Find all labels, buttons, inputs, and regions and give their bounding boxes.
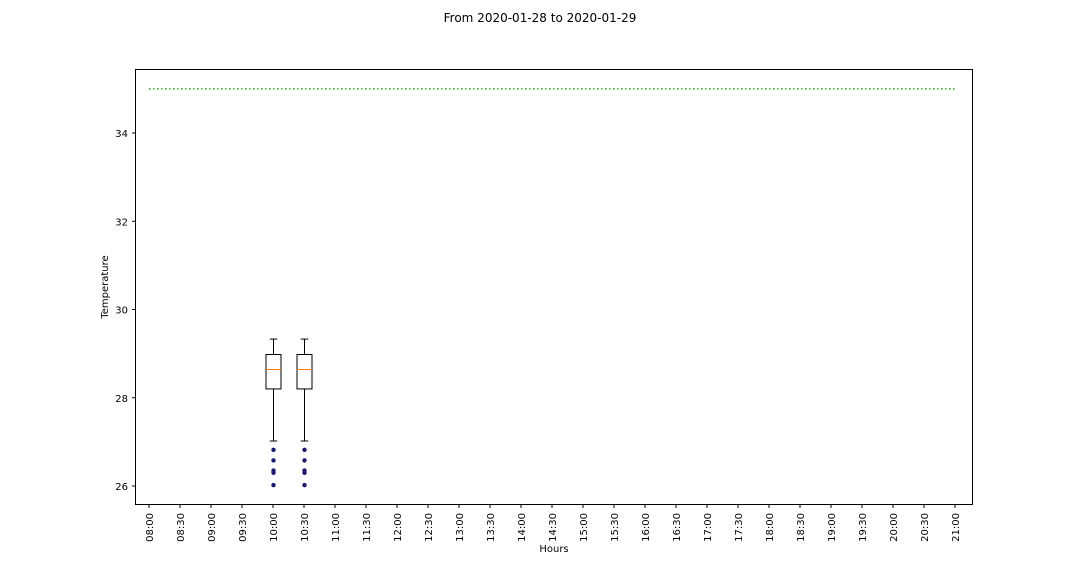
x-tick-label: 09:30 bbox=[238, 513, 249, 542]
x-tick-label: 10:30 bbox=[300, 513, 311, 542]
y-tick-label: 28 bbox=[115, 394, 128, 405]
x-tick-label: 11:30 bbox=[362, 513, 373, 542]
x-tick-label: 14:30 bbox=[548, 513, 559, 542]
x-tick-label: 16:30 bbox=[672, 513, 683, 542]
box-iqr bbox=[265, 354, 282, 390]
box-outlier-point bbox=[271, 470, 276, 476]
x-tick-label: 14:00 bbox=[517, 513, 528, 542]
x-tick-label: 20:00 bbox=[889, 513, 900, 542]
x-tick-label: 20:30 bbox=[920, 513, 931, 542]
x-tick-label: 12:00 bbox=[393, 513, 404, 542]
box-outlier-point bbox=[302, 447, 307, 453]
box-outlier-point bbox=[271, 447, 276, 453]
x-axis-label: Hours bbox=[539, 544, 568, 555]
y-axis-label: Temperature bbox=[100, 255, 111, 319]
y-tick-label: 32 bbox=[115, 217, 128, 228]
x-tick-label: 21:00 bbox=[951, 513, 962, 542]
box-outlier-point bbox=[302, 470, 307, 476]
x-tick-label: 17:00 bbox=[703, 513, 714, 542]
x-tick-label: 15:00 bbox=[579, 513, 590, 542]
y-tick-label: 34 bbox=[115, 129, 128, 140]
box-outlier-point bbox=[271, 458, 276, 463]
plot-frame bbox=[135, 69, 973, 505]
y-tick-label: 30 bbox=[115, 306, 128, 317]
x-tick-label: 08:30 bbox=[176, 513, 187, 542]
x-tick-label: 18:00 bbox=[765, 513, 776, 542]
chart-title: From 2020-01-28 to 2020-01-29 bbox=[444, 11, 637, 25]
x-tick-label: 19:30 bbox=[858, 513, 869, 542]
x-tick-label: 08:00 bbox=[145, 513, 156, 542]
x-tick-label: 18:30 bbox=[796, 513, 807, 542]
y-tick-label: 26 bbox=[115, 482, 128, 493]
x-tick-label: 09:00 bbox=[207, 513, 218, 542]
x-tick-label: 12:30 bbox=[424, 513, 435, 542]
box-outlier-point bbox=[302, 482, 307, 488]
x-tick-label: 13:00 bbox=[455, 513, 466, 542]
x-tick-label: 10:00 bbox=[269, 513, 280, 542]
box-outlier-point bbox=[302, 458, 307, 463]
box-iqr bbox=[296, 354, 313, 390]
x-tick-label: 17:30 bbox=[734, 513, 745, 542]
x-tick-label: 16:00 bbox=[641, 513, 652, 542]
x-tick-label: 15:30 bbox=[610, 513, 621, 542]
x-tick-label: 13:30 bbox=[486, 513, 497, 542]
box-outlier-point bbox=[271, 482, 276, 488]
x-tick-label: 11:00 bbox=[331, 513, 342, 542]
x-tick-label: 19:00 bbox=[827, 513, 838, 542]
